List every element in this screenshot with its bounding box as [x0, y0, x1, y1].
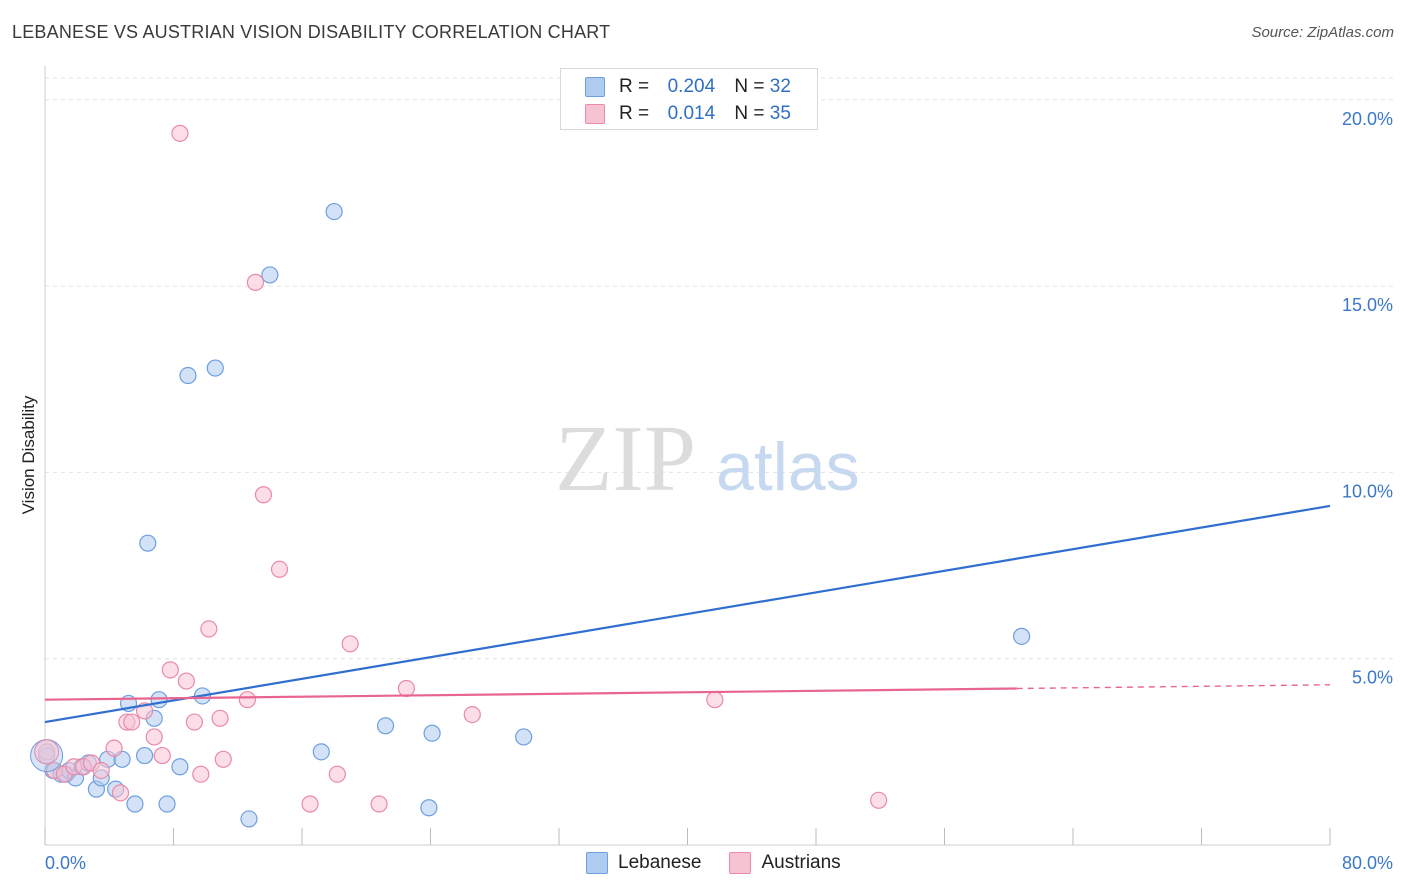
- lebanese-point: [126, 795, 144, 813]
- lebanese-point: [139, 534, 157, 552]
- austrians-point: [370, 795, 388, 813]
- austrians-point: [153, 746, 171, 765]
- austrians-point: [328, 765, 346, 783]
- watermark-atlas: atlas: [716, 429, 860, 505]
- austrians-point: [145, 728, 163, 746]
- austrians-point: [192, 765, 210, 783]
- austrians-point: [171, 124, 189, 142]
- trend-layer: [44, 504, 1331, 724]
- austrians-point: [397, 679, 416, 698]
- austrians-swatch: [585, 104, 605, 124]
- y-axis-label: Vision Disability: [19, 395, 38, 514]
- austrians-point: [211, 709, 229, 727]
- legend-n-value: 32: [769, 76, 791, 97]
- lebanese-swatch: [586, 852, 608, 874]
- y-tick-label: 10.0%: [1342, 481, 1393, 501]
- lebanese-point: [1012, 627, 1031, 645]
- lebanese-point: [515, 728, 533, 746]
- lebanese-point: [206, 359, 224, 377]
- legend-n-label: N =: [734, 76, 765, 97]
- legend-row-austrians: R = 0.014 N = 35: [585, 102, 791, 126]
- legend-r-label: R =: [619, 103, 650, 124]
- austrians-point: [177, 672, 195, 690]
- axis-layer: 5.0% 10.0% 15.0% 20.0% 0.0% 80.0%: [44, 66, 1393, 873]
- lebanese-point: [312, 743, 330, 761]
- y-tick-label: 20.0%: [1342, 109, 1393, 129]
- lebanese-point: [420, 799, 438, 817]
- austrians-point: [706, 691, 724, 709]
- lebanese-trendline: [44, 504, 1331, 724]
- austrians-point: [111, 784, 130, 802]
- legend-item-austrians: Austrians: [729, 852, 841, 874]
- watermark-zip: ZIP: [555, 407, 696, 511]
- legend-r-label: R =: [619, 76, 650, 97]
- lebanese-point: [240, 810, 258, 828]
- austrians-point: [463, 705, 481, 724]
- austrians-swatch: [729, 852, 752, 874]
- legend-r-value: 0.014: [667, 103, 716, 124]
- austrians-point: [161, 661, 179, 679]
- y-tick-label: 5.0%: [1352, 668, 1393, 688]
- austrians-point: [185, 713, 203, 731]
- austrians-point: [238, 691, 256, 709]
- lebanese-point: [423, 724, 441, 742]
- lebanese-point: [261, 266, 279, 284]
- correlation-legend: R = 0.204 N = 32 R = 0.014 N = 35: [560, 68, 818, 130]
- legend-n-label: N =: [734, 103, 765, 124]
- chart-title: LEBANESE VS AUSTRIAN VISION DISABILITY C…: [12, 22, 611, 42]
- legend-item-lebanese: Lebanese: [586, 852, 701, 874]
- austrians-point: [123, 713, 141, 731]
- legend-label-austrians: Austrians: [761, 852, 841, 873]
- austrians-trendline: [44, 687, 1017, 701]
- y-tick-label: 15.0%: [1342, 295, 1393, 315]
- lebanese-point: [158, 795, 176, 813]
- austrians-trendline-extension: [1016, 684, 1331, 690]
- austrians-point: [254, 486, 273, 504]
- grid-layer: [45, 77, 1393, 660]
- austrians-point: [301, 795, 319, 813]
- legend-label-lebanese: Lebanese: [618, 852, 702, 873]
- austrians-point: [341, 635, 359, 653]
- austrians-point: [246, 273, 265, 291]
- austrians-point: [105, 739, 123, 757]
- lebanese-point: [135, 746, 154, 765]
- series-legend: Lebanese Austrians: [586, 852, 869, 874]
- lebanese-point: [179, 366, 197, 385]
- austrians-point: [92, 761, 110, 780]
- austrians-point: [34, 739, 60, 765]
- lebanese-point: [171, 758, 189, 776]
- source-label: Source: ZipAtlas.com: [1251, 24, 1394, 41]
- lebanese-point: [325, 202, 343, 221]
- x-tick-label: 80.0%: [1342, 853, 1393, 873]
- points-layer: [30, 124, 1031, 828]
- austrians-point: [870, 791, 888, 809]
- watermark: ZIP atlas: [555, 407, 860, 511]
- legend-n-value: 35: [769, 103, 791, 124]
- legend-row-lebanese: R = 0.204 N = 32: [585, 75, 791, 99]
- lebanese-point: [376, 717, 395, 735]
- austrians-point: [200, 620, 218, 638]
- legend-r-value: 0.204: [667, 76, 716, 97]
- austrians-point: [214, 750, 232, 768]
- austrians-point: [270, 560, 289, 578]
- lebanese-point: [150, 691, 168, 709]
- lebanese-swatch: [585, 77, 605, 97]
- x-tick-label: 0.0%: [45, 853, 86, 873]
